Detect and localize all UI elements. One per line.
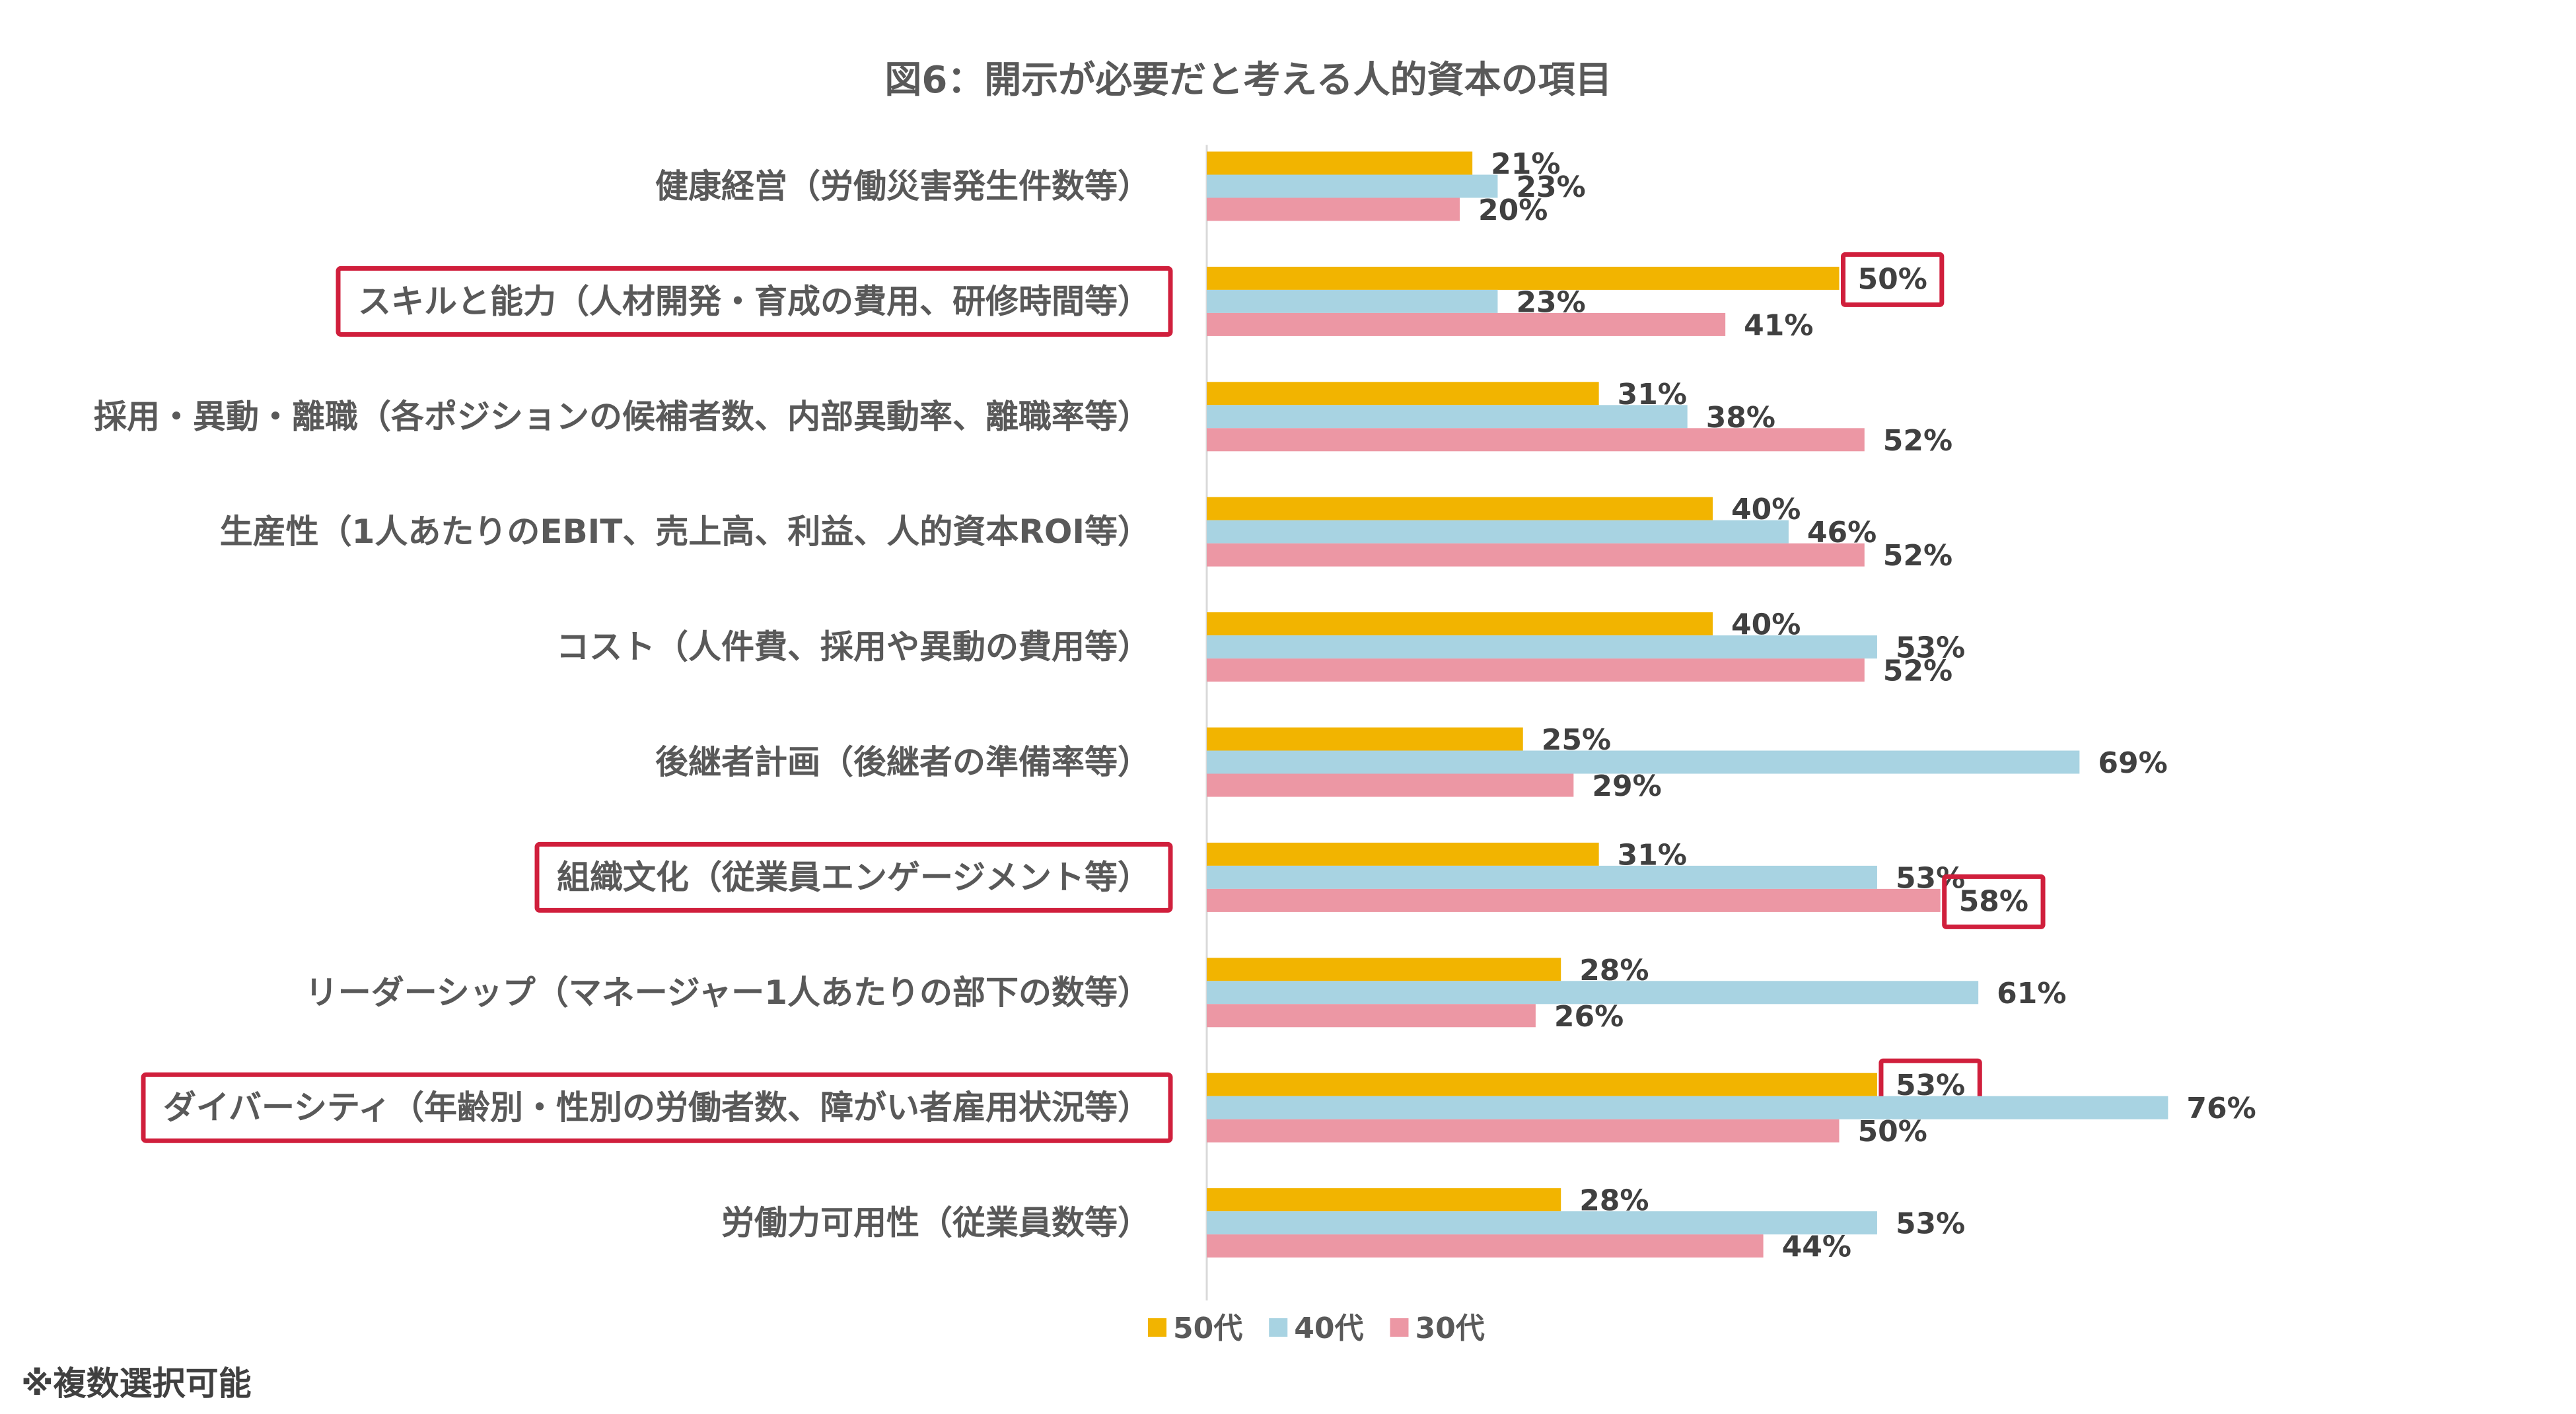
bar xyxy=(1207,658,1865,682)
bar xyxy=(1207,1073,1877,1096)
data-label: 50% xyxy=(1858,1115,1927,1149)
category-label: 生産性（1人あたりのEBIT、売上高、利益、人的資本ROI等） xyxy=(220,513,1151,551)
value-highlight-box xyxy=(1841,252,1945,307)
data-label: 41% xyxy=(1744,308,1813,342)
bar xyxy=(1207,174,1498,198)
legend: 50代 40代 30代 xyxy=(1148,1312,1485,1345)
data-label: 69% xyxy=(2098,746,2167,780)
category-label: リーダーシップ（マネージャー1人あたりの部下の数等） xyxy=(305,973,1151,1012)
bar xyxy=(1207,197,1460,221)
data-label: 29% xyxy=(1592,769,1661,803)
category-label: 後継者計画（後継者の準備率等） xyxy=(655,743,1151,781)
bar xyxy=(1207,750,2080,774)
legend-label: 40代 xyxy=(1294,1312,1363,1345)
category-label: コスト（人件費、採用や異動の費用等） xyxy=(556,628,1151,666)
data-label: 23% xyxy=(1516,170,1585,204)
category-label: 労働力可用性（従業員数等） xyxy=(721,1204,1151,1242)
bar xyxy=(1207,865,1877,889)
data-label: 53% xyxy=(1896,631,1965,665)
data-label: 52% xyxy=(1883,424,1952,458)
bar xyxy=(1207,1119,1840,1143)
category-label: ダイバーシティ（年齢別・性別の労働者数、障がい者雇用状況等） xyxy=(163,1088,1151,1127)
category-label: 組織文化（従業員エンゲージメント等） xyxy=(557,858,1151,896)
bar xyxy=(1207,382,1599,406)
data-label: 76% xyxy=(2186,1092,2256,1125)
data-label: 61% xyxy=(1997,977,2066,1010)
data-label: 58% xyxy=(1959,884,2028,918)
data-label: 44% xyxy=(1782,1230,1851,1264)
chart-title: 図6：開示が必要だと考える人的資本の項目 xyxy=(884,59,1612,102)
data-label: 21% xyxy=(1491,147,1560,181)
bar xyxy=(1207,543,1865,567)
data-label: 20% xyxy=(1478,194,1548,227)
bar xyxy=(1207,1096,2168,1119)
bar xyxy=(1207,520,1789,544)
data-label: 26% xyxy=(1554,1000,1624,1034)
category-highlight-box xyxy=(534,841,1173,913)
category-highlight-box xyxy=(141,1072,1173,1143)
bar xyxy=(1207,888,1941,912)
bar xyxy=(1207,312,1726,336)
bar xyxy=(1207,266,1840,290)
legend-swatch xyxy=(1148,1318,1166,1337)
footnote: ※複数選択可能 xyxy=(21,1364,252,1403)
data-label: 50% xyxy=(1858,262,1927,296)
bar xyxy=(1207,635,1877,659)
bar xyxy=(1207,1234,1764,1258)
bar xyxy=(1207,773,1574,797)
legend-label: 50代 xyxy=(1173,1312,1242,1345)
bar xyxy=(1207,1004,1536,1028)
data-label: 53% xyxy=(1896,1207,1965,1241)
bar xyxy=(1207,727,1523,751)
bar xyxy=(1207,981,1979,1005)
data-label: 52% xyxy=(1883,539,1952,573)
bar xyxy=(1207,428,1865,452)
bars-layer: 健康経営（労働災害発生件数等） 21%23%20% スキルと能力（人材開発・育成の費… xyxy=(94,145,2256,1301)
legend-swatch xyxy=(1390,1318,1409,1337)
bar xyxy=(1207,151,1473,175)
bar xyxy=(1207,958,1561,981)
legend-swatch xyxy=(1269,1318,1288,1337)
bar xyxy=(1207,842,1599,866)
data-label: 52% xyxy=(1883,654,1952,688)
category-label: スキルと能力（人材開発・育成の費用、研修時間等） xyxy=(358,282,1151,320)
bar xyxy=(1207,497,1713,520)
bar xyxy=(1207,289,1498,313)
value-highlight-box xyxy=(1942,874,2046,929)
bar xyxy=(1207,1211,1877,1235)
bar xyxy=(1207,612,1713,636)
legend-label: 30代 xyxy=(1415,1312,1484,1345)
bar xyxy=(1207,1188,1561,1212)
category-label: 健康経営（労働災害発生件数等） xyxy=(655,167,1151,205)
bar xyxy=(1207,405,1688,429)
category-highlight-box xyxy=(336,265,1173,337)
category-label: 採用・異動・離職（各ポジションの候補者数、内部異動率、離職率等） xyxy=(94,398,1151,436)
